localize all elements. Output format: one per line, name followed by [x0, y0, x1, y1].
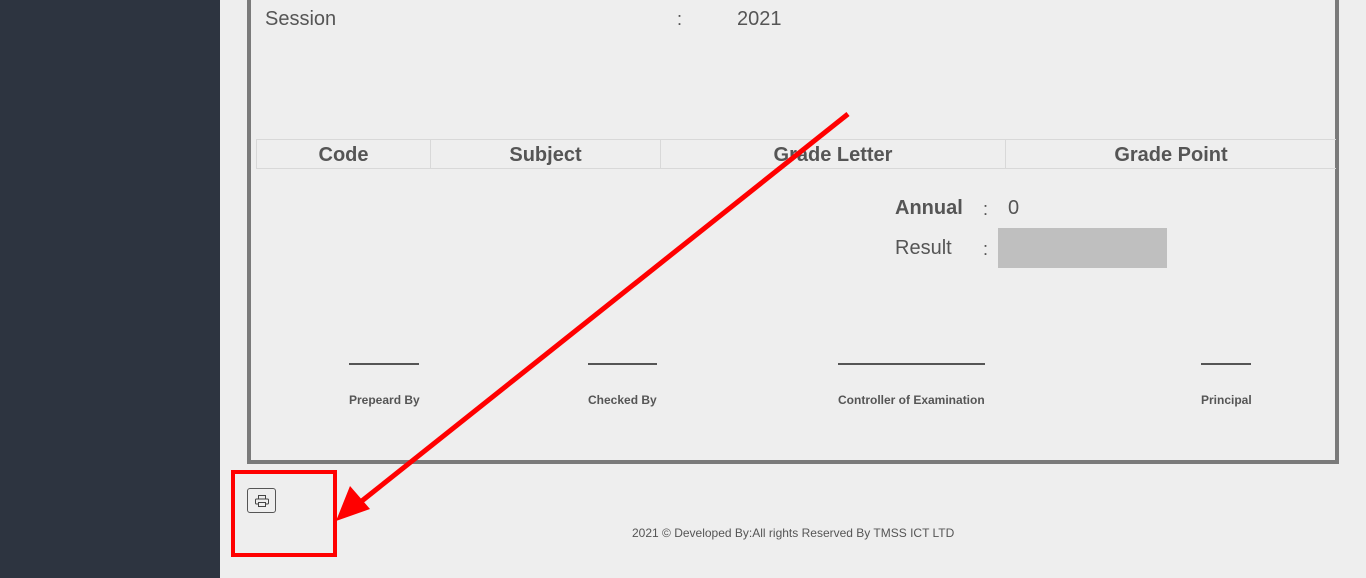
result-value-box [998, 228, 1167, 268]
signature-line [1201, 363, 1251, 365]
print-button[interactable] [247, 488, 276, 513]
main-content: Session : 2021 Code Subject Grade Letter… [220, 0, 1366, 578]
header-code: Code [256, 140, 431, 168]
signature-label: Prepeard By [349, 393, 420, 407]
footer-text: 2021 © Developed By:All rights Reserved … [632, 526, 955, 540]
signature-label: Controller of Examination [838, 393, 985, 407]
session-colon: : [677, 9, 683, 29]
session-label: Session [265, 8, 337, 30]
signature-principal: Principal [1201, 363, 1252, 407]
annual-label: Annual [895, 197, 963, 219]
result-label: Result [895, 237, 952, 259]
result-card: Session : 2021 Code Subject Grade Letter… [247, 0, 1339, 464]
annual-value: 0 [1008, 197, 1020, 219]
annual-colon: : [983, 199, 989, 219]
header-grade-point: Grade Point [1114, 144, 1228, 166]
header-subject: Subject [431, 140, 661, 168]
annotation-highlight-box [231, 470, 337, 557]
signature-line [838, 363, 985, 365]
signature-line [349, 363, 419, 365]
result-colon: : [983, 239, 989, 259]
grade-table-header: Code Subject Grade Letter Grade Point [256, 139, 1336, 169]
signature-label: Principal [1201, 393, 1252, 407]
signature-line [588, 363, 657, 365]
signature-label: Checked By [588, 393, 657, 407]
signature-controller: Controller of Examination [838, 363, 985, 407]
session-value: 2021 [737, 8, 782, 30]
printer-icon [254, 494, 269, 507]
signature-prepared-by: Prepeard By [349, 363, 420, 407]
signature-checked-by: Checked By [588, 363, 657, 407]
sidebar [0, 0, 220, 578]
